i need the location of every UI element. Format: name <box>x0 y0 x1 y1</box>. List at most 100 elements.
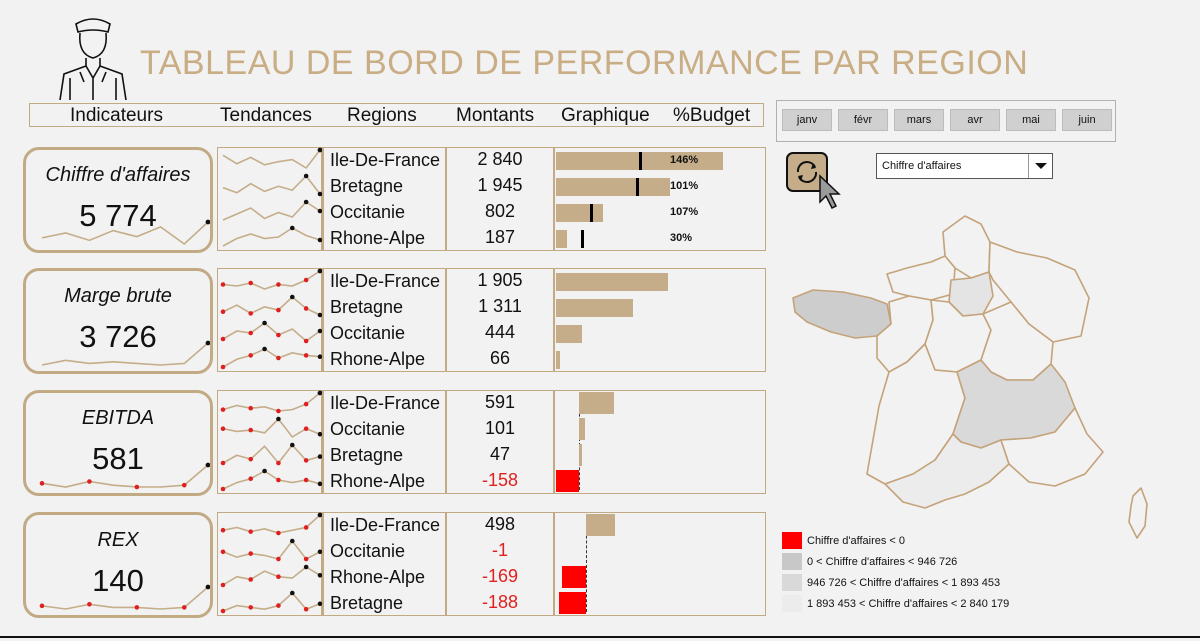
amount-bar <box>556 273 668 291</box>
trend-sparkline-point <box>220 460 226 466</box>
trend-sparkline-point <box>220 486 226 492</box>
month-button-juin[interactable]: juin <box>1062 109 1112 131</box>
kpi-sparkline-point <box>205 219 210 225</box>
trend-sparkline-point <box>289 294 295 300</box>
trend-sparkline-point <box>276 556 281 562</box>
budget-marker <box>581 230 585 248</box>
trend-sparkline-point <box>248 353 254 358</box>
trend-sparkline-point <box>262 320 267 326</box>
region-name: Rhone-Alpe <box>330 567 426 587</box>
trend-sparkline-line <box>222 470 321 490</box>
trend-sparkline <box>220 538 322 562</box>
month-button-avr[interactable]: avr <box>950 109 1000 131</box>
map-grand-est <box>988 241 1090 343</box>
divider <box>322 268 324 372</box>
kpi-sparkline-line <box>41 586 209 610</box>
trend-sparkline-point <box>303 458 309 463</box>
trend-sparkline-point <box>303 338 309 344</box>
trend-sparkline-point <box>220 549 226 555</box>
amount-bar <box>556 178 671 196</box>
region-name: Bretagne <box>330 445 404 465</box>
trend-sparkline-point <box>276 460 281 466</box>
month-button-mai[interactable]: mai <box>1006 109 1056 131</box>
header-tendances: Tendances <box>220 105 312 126</box>
amount-value: -1 <box>491 540 508 560</box>
trend-sparkline <box>222 199 322 221</box>
month-button-mars[interactable]: mars <box>894 109 944 131</box>
trend-sparkline-point <box>276 332 281 338</box>
kpi-sparkline-point <box>87 601 92 607</box>
kpi-sparkline <box>39 462 210 490</box>
trend-sparkline-point <box>276 530 281 536</box>
trend-sparkline-point <box>276 603 281 608</box>
trend-sparkline-point <box>248 551 254 556</box>
trend-sparkline-point <box>248 476 254 482</box>
amount-value: 1 945 <box>477 175 523 195</box>
trend-sparkline-line <box>222 270 321 290</box>
trend-sparkline-line <box>222 200 321 221</box>
trend-sparkline-point <box>317 328 322 334</box>
divider <box>553 512 555 616</box>
trend-sparkline-line <box>222 348 321 368</box>
trend-sparkline <box>220 416 322 439</box>
legend-swatch-mid <box>782 574 802 591</box>
kpi-label: Chiffre d'affaires <box>45 164 191 186</box>
kpi-value: 140 <box>92 563 144 598</box>
trend-sparkline-point <box>248 311 254 316</box>
kpi-sparkline-point <box>205 462 210 468</box>
month-button-fevr[interactable]: févr <box>838 109 888 131</box>
trend-sparkline-point <box>248 280 254 286</box>
kpi-label: Marge brute <box>64 285 172 307</box>
budget-marker <box>638 152 642 170</box>
amount-value: -188 <box>481 592 519 612</box>
divider <box>322 512 324 616</box>
kpi-sparkline-point <box>205 340 210 346</box>
indicator-select[interactable]: Chiffre d'affaires <box>876 153 1053 179</box>
month-button-janv[interactable]: janv <box>782 109 832 131</box>
kpi-sparkline-point <box>181 482 187 488</box>
region-name: Bretagne <box>330 297 404 317</box>
amount-value: 2 840 <box>477 149 523 169</box>
trend-sparkline <box>222 173 322 197</box>
trend-sparkline-point <box>220 336 226 342</box>
refresh-button[interactable] <box>784 150 848 212</box>
trend-sparkline-point <box>220 582 226 588</box>
kpi-value: 581 <box>92 441 144 476</box>
trend-sparkline-point <box>262 346 267 352</box>
divider <box>553 268 555 372</box>
region-table <box>217 390 766 494</box>
region-name: Occitanie <box>330 323 406 343</box>
amount-bar <box>586 514 616 536</box>
trend-sparkline <box>220 346 322 370</box>
bottom-border <box>0 636 1200 638</box>
kpi-sparkline <box>39 584 210 610</box>
trend-sparkline-point <box>220 309 226 315</box>
trend-sparkline-point <box>303 306 309 311</box>
kpi-sparkline-point <box>39 603 45 609</box>
legend-label-mid: 946 726 < Chiffre d'affaires < 1 893 453 <box>807 577 1001 589</box>
dropdown-arrow[interactable] <box>1028 154 1053 178</box>
region-name: Rhone-Alpe <box>330 228 426 248</box>
trend-sparkline <box>220 512 322 536</box>
trend-sparkline <box>220 320 322 344</box>
amount-value: 591 <box>484 392 516 412</box>
amount-value: 187 <box>484 227 516 247</box>
region-name: Ile-De-France <box>330 271 441 291</box>
budget-pct: 30% <box>670 232 693 244</box>
trend-sparkline <box>220 294 322 318</box>
trend-sparkline-line <box>222 295 321 316</box>
map-paca <box>1000 407 1104 487</box>
trend-sparkline-point <box>289 225 295 231</box>
region-name: Rhone-Alpe <box>330 349 426 369</box>
zero-axis <box>586 516 588 612</box>
amount-bar <box>579 444 582 466</box>
header-graphique: Graphique <box>561 105 650 126</box>
region-name: Bretagne <box>330 593 404 613</box>
budget-pct: 101% <box>670 180 699 192</box>
cursor-icon <box>819 174 841 210</box>
kpi-sparkline <box>41 219 210 246</box>
header-bar <box>29 103 764 127</box>
divider <box>445 147 447 251</box>
kpi-value: 5 774 <box>79 198 157 233</box>
amount-value: -158 <box>481 470 519 490</box>
